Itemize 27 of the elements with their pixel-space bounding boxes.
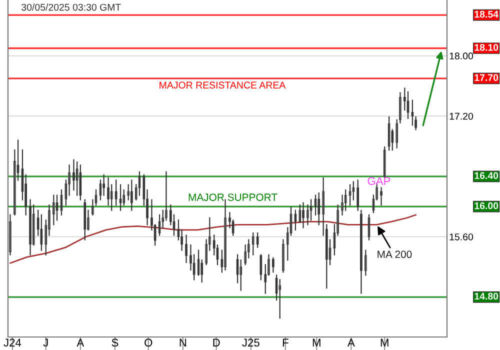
x-tick-label: J25 bbox=[242, 338, 260, 347]
x-tick-label: F bbox=[282, 338, 288, 346]
annotation: MAJOR SUPPORT bbox=[188, 194, 278, 201]
x-tick-label: N bbox=[180, 338, 186, 346]
x-tick-label: D bbox=[213, 338, 220, 346]
x-tick-label: M bbox=[380, 338, 388, 346]
x-tick-label: M bbox=[312, 338, 320, 346]
x-tick-label: J bbox=[43, 338, 48, 347]
annotation: MA 200 bbox=[378, 250, 412, 258]
x-tick-label: S bbox=[112, 338, 118, 347]
y-tick-label: 17.20 bbox=[450, 112, 474, 120]
annotation: MAJOR RESISTANCE AREA bbox=[160, 82, 286, 89]
x-tick-label: A bbox=[76, 338, 84, 346]
ref-line-label: 16.40 bbox=[474, 172, 498, 180]
ref-line-label: 17.70 bbox=[474, 74, 498, 82]
x-tick-label: O bbox=[144, 338, 152, 347]
y-tick-label: 15.60 bbox=[450, 233, 474, 240]
x-tick-label: J24 bbox=[4, 338, 22, 347]
line-series bbox=[10, 214, 416, 264]
annotation: 30/05/2025 03:30 GMT bbox=[22, 4, 121, 11]
ref-line-label: 16.00 bbox=[474, 202, 498, 210]
annotation: GAP bbox=[368, 177, 390, 185]
ref-line-label: 18.54 bbox=[474, 10, 498, 18]
x-tick-label: A bbox=[347, 338, 355, 346]
ref-line-label: 14.80 bbox=[474, 292, 498, 300]
y-tick-label: 18.00 bbox=[450, 52, 474, 60]
ref-line-label: 18.10 bbox=[474, 44, 498, 51]
